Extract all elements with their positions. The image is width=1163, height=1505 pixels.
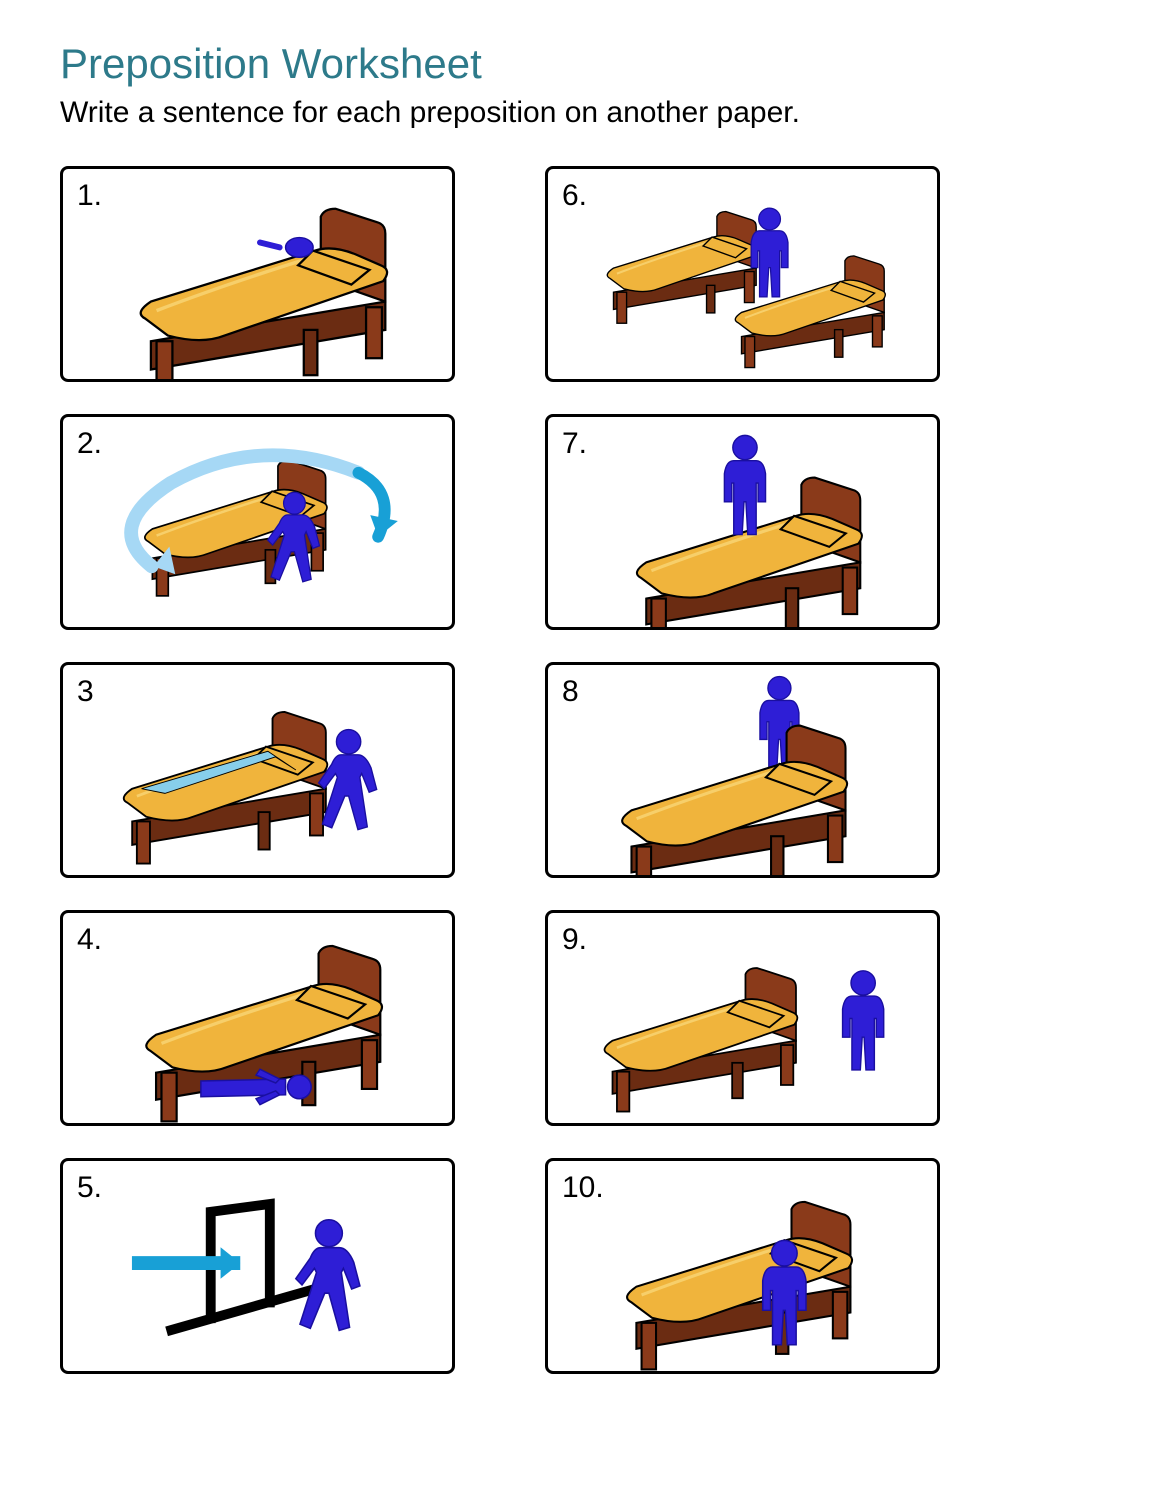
worksheet-cell: 6. bbox=[545, 166, 940, 382]
worksheet-cell: 4. bbox=[60, 910, 455, 1126]
preposition-illustration bbox=[63, 665, 452, 875]
page-title: Preposition Worksheet bbox=[60, 40, 1103, 88]
cell-number: 8 bbox=[562, 675, 579, 709]
worksheet-cell: 10. bbox=[545, 1158, 940, 1374]
preposition-illustration bbox=[63, 169, 452, 379]
cell-number: 2. bbox=[77, 427, 102, 461]
cell-number: 6. bbox=[562, 179, 587, 213]
worksheet-cell: 5. bbox=[60, 1158, 455, 1374]
cell-number: 1. bbox=[77, 179, 102, 213]
cell-number: 10. bbox=[562, 1171, 604, 1205]
cell-number: 9. bbox=[562, 923, 587, 957]
worksheet-cell: 8 bbox=[545, 662, 940, 878]
cell-number: 5. bbox=[77, 1171, 102, 1205]
preposition-illustration bbox=[63, 913, 452, 1123]
preposition-illustration bbox=[63, 417, 452, 627]
worksheet-cell: 9. bbox=[545, 910, 940, 1126]
preposition-illustration bbox=[63, 1161, 452, 1371]
cells-grid: 1. 6. bbox=[60, 166, 940, 1374]
worksheet-cell: 2. bbox=[60, 414, 455, 630]
preposition-illustration bbox=[548, 913, 937, 1123]
preposition-illustration bbox=[548, 1161, 937, 1371]
preposition-illustration bbox=[548, 417, 937, 627]
preposition-illustration bbox=[548, 665, 937, 875]
worksheet-page: Preposition Worksheet Write a sentence f… bbox=[0, 0, 1163, 1505]
worksheet-cell: 7. bbox=[545, 414, 940, 630]
worksheet-cell: 1. bbox=[60, 166, 455, 382]
cell-number: 3 bbox=[77, 675, 94, 709]
cell-number: 4. bbox=[77, 923, 102, 957]
cell-number: 7. bbox=[562, 427, 587, 461]
preposition-illustration bbox=[548, 169, 937, 379]
instructions-text: Write a sentence for each preposition on… bbox=[60, 96, 1103, 130]
worksheet-cell: 3 bbox=[60, 662, 455, 878]
